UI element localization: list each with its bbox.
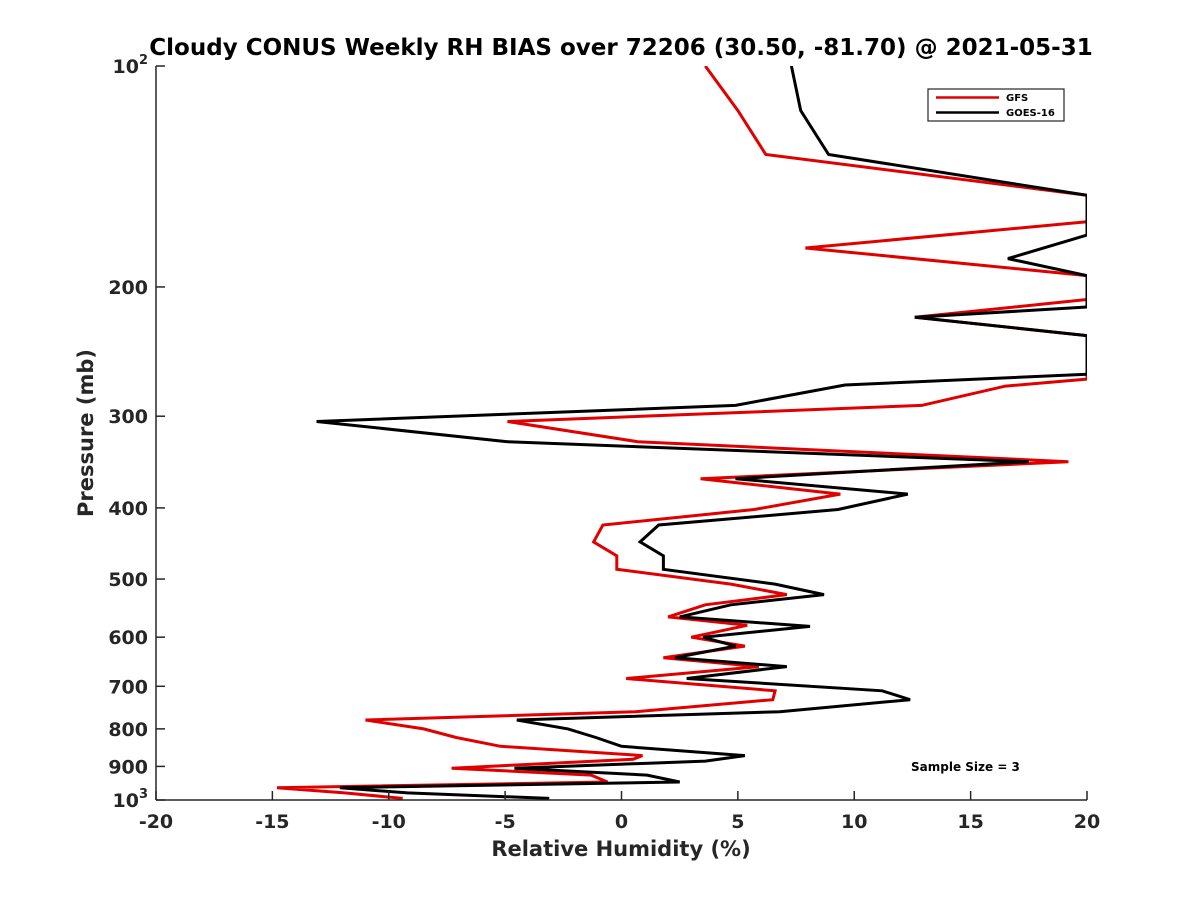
legend-label-gfs: GFS: [1006, 93, 1028, 104]
y-tick-base: 10: [113, 56, 139, 78]
x-tick-label: 15: [957, 811, 983, 833]
x-ticks: -20 -15 -10 -5 0 5 10 15 20: [139, 791, 1100, 833]
y-tick-exponent: 2: [139, 53, 148, 68]
y-tick-label: 500: [108, 569, 148, 591]
x-tick-label: 5: [731, 811, 744, 833]
y-tick-base: 10: [113, 790, 139, 812]
x-tick-label: 0: [615, 811, 628, 833]
y-tick-exponent: 3: [139, 787, 148, 802]
y-tick-label: 102: [113, 53, 149, 78]
legend-label-goes16: GOES-16: [1006, 108, 1055, 119]
x-tick-label: 20: [1074, 811, 1100, 833]
x-axis-label: Relative Humidity (%): [491, 837, 750, 861]
y-tick-label: 700: [108, 676, 148, 698]
y-tick-label: 103: [113, 787, 149, 812]
y-axis-label: Pressure (mb): [74, 349, 98, 517]
x-tick-label: -15: [255, 811, 289, 833]
y-tick-label: 400: [108, 498, 148, 520]
y-tick-label: 900: [108, 756, 148, 778]
legend: GFS GOES-16: [927, 88, 1065, 122]
y-tick-label: 600: [108, 627, 148, 649]
series-group: [276, 66, 1087, 800]
legend-box: [927, 88, 1065, 122]
series-line-goes16: [316, 66, 1087, 800]
x-tick-label: -20: [139, 811, 173, 833]
plot-background: [156, 66, 1087, 800]
y-tick-label: 200: [108, 277, 148, 299]
plot-area: -20 -15 -10 -5 0 5 10 15 20 10220030040050060070…: [108, 53, 1100, 833]
x-tick-label: -5: [495, 811, 516, 833]
y-tick-label: 800: [108, 719, 148, 741]
x-tick-label: 10: [841, 811, 867, 833]
x-tick-label: -10: [372, 811, 406, 833]
y-tick-label: 300: [108, 406, 148, 428]
chart-title: Cloudy CONUS Weekly RH BIAS over 72206 (…: [149, 35, 1092, 61]
sample-size-annotation: Sample Size = 3: [911, 760, 1020, 774]
